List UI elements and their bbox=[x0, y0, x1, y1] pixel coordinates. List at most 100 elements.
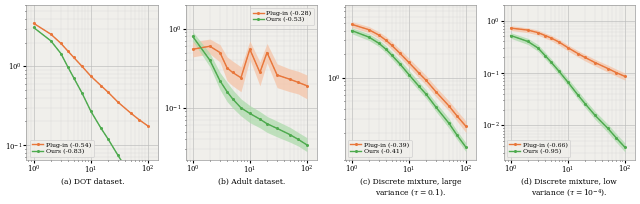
Plug-in (-0.66) bbox=[541, 34, 549, 37]
Plug-in (-0.28) bbox=[237, 76, 245, 79]
Ours (-0.95) bbox=[604, 127, 612, 130]
Ours (-0.41) bbox=[405, 73, 413, 76]
Ours (-0.83) bbox=[135, 186, 143, 189]
Plug-in (-0.66) bbox=[574, 52, 582, 55]
Plug-in (-0.28) bbox=[189, 48, 196, 50]
Ours (-0.41) bbox=[453, 134, 461, 136]
Plug-in (-0.66) bbox=[581, 56, 589, 59]
Ours (-0.53) bbox=[206, 59, 214, 61]
Plug-in (-0.39) bbox=[388, 44, 396, 47]
Plug-in (-0.28) bbox=[303, 85, 311, 87]
Plug-in (-0.39) bbox=[462, 125, 470, 128]
Plug-in (-0.66) bbox=[524, 29, 532, 31]
Ours (-0.53) bbox=[237, 107, 245, 109]
Plug-in (-0.39) bbox=[432, 91, 440, 93]
Plug-in (-0.39) bbox=[375, 34, 383, 36]
Ours (-0.41) bbox=[462, 146, 470, 149]
Ours (-0.83) bbox=[114, 154, 122, 157]
Plug-in (-0.66) bbox=[591, 61, 599, 64]
Ours (-0.95) bbox=[612, 137, 620, 139]
Ours (-0.83) bbox=[127, 174, 134, 177]
Plug-in (-0.39) bbox=[415, 72, 423, 74]
Ours (-0.53) bbox=[189, 35, 196, 38]
Ours (-0.83) bbox=[64, 66, 72, 69]
Plug-in (-0.54) bbox=[87, 75, 95, 77]
Ours (-0.53) bbox=[216, 80, 224, 82]
Ours (-0.95) bbox=[621, 146, 629, 149]
Plug-in (-0.54) bbox=[144, 125, 152, 127]
Ours (-0.41) bbox=[365, 36, 372, 38]
Plug-in (-0.28) bbox=[256, 71, 264, 74]
Legend: Plug-in (-0.39), Ours (-0.41): Plug-in (-0.39), Ours (-0.41) bbox=[348, 140, 412, 157]
Ours (-0.95) bbox=[574, 94, 582, 96]
Plug-in (-0.66) bbox=[556, 41, 563, 43]
Ours (-0.41) bbox=[396, 63, 404, 65]
X-axis label: (c) Discrete mixture, large
variance ($\tau = 0.1$).: (c) Discrete mixture, large variance ($\… bbox=[360, 178, 461, 198]
Ours (-0.83) bbox=[70, 76, 77, 79]
Plug-in (-0.54) bbox=[114, 101, 122, 103]
Plug-in (-0.39) bbox=[453, 115, 461, 117]
Plug-in (-0.39) bbox=[382, 39, 390, 42]
Ours (-0.83) bbox=[78, 92, 86, 94]
Line: Ours (-0.95): Ours (-0.95) bbox=[509, 34, 627, 149]
Ours (-0.83) bbox=[97, 127, 105, 129]
Ours (-0.95) bbox=[541, 54, 549, 57]
Plug-in (-0.66) bbox=[534, 31, 542, 34]
X-axis label: (a) DOT dataset.: (a) DOT dataset. bbox=[61, 178, 124, 186]
Ours (-0.95) bbox=[581, 102, 589, 105]
Plug-in (-0.54) bbox=[135, 119, 143, 121]
Ours (-0.41) bbox=[382, 48, 390, 51]
Plug-in (-0.28) bbox=[228, 71, 236, 74]
Ours (-0.83) bbox=[30, 26, 38, 29]
Ours (-0.83) bbox=[87, 110, 95, 112]
Line: Plug-in (-0.54): Plug-in (-0.54) bbox=[32, 22, 150, 128]
Plug-in (-0.54) bbox=[57, 42, 65, 45]
Ours (-0.53) bbox=[246, 112, 253, 115]
Ours (-0.53) bbox=[263, 123, 271, 125]
Line: Ours (-0.53): Ours (-0.53) bbox=[191, 35, 308, 146]
Line: Plug-in (-0.39): Plug-in (-0.39) bbox=[350, 23, 468, 128]
Plug-in (-0.54) bbox=[30, 22, 38, 24]
Ours (-0.53) bbox=[303, 144, 311, 146]
Plug-in (-0.39) bbox=[422, 79, 430, 82]
Ours (-0.95) bbox=[534, 47, 542, 49]
Plug-in (-0.39) bbox=[405, 61, 413, 64]
Plug-in (-0.54) bbox=[78, 65, 86, 68]
Plug-in (-0.28) bbox=[263, 51, 271, 54]
Plug-in (-0.66) bbox=[604, 67, 612, 70]
Ours (-0.41) bbox=[432, 106, 440, 109]
Ours (-0.95) bbox=[591, 114, 599, 117]
Plug-in (-0.66) bbox=[621, 75, 629, 78]
Ours (-0.53) bbox=[294, 138, 302, 141]
Legend: Plug-in (-0.28), Ours (-0.53): Plug-in (-0.28), Ours (-0.53) bbox=[250, 8, 314, 25]
Plug-in (-0.28) bbox=[294, 81, 302, 84]
Ours (-0.53) bbox=[286, 133, 294, 136]
Line: Ours (-0.83): Ours (-0.83) bbox=[32, 26, 150, 204]
Line: Plug-in (-0.66): Plug-in (-0.66) bbox=[509, 27, 627, 78]
Ours (-0.83) bbox=[47, 40, 54, 42]
Ours (-0.41) bbox=[445, 122, 452, 124]
Plug-in (-0.54) bbox=[47, 33, 54, 35]
Ours (-0.41) bbox=[422, 93, 430, 95]
Plug-in (-0.28) bbox=[246, 48, 253, 50]
Ours (-0.83) bbox=[104, 138, 112, 140]
Plug-in (-0.66) bbox=[547, 37, 554, 39]
Ours (-0.95) bbox=[547, 60, 554, 63]
Ours (-0.53) bbox=[256, 118, 264, 120]
Plug-in (-0.54) bbox=[70, 56, 77, 59]
Plug-in (-0.28) bbox=[206, 45, 214, 48]
Plug-in (-0.28) bbox=[223, 67, 231, 69]
Ours (-0.95) bbox=[507, 34, 515, 37]
Plug-in (-0.54) bbox=[64, 50, 72, 52]
Ours (-0.95) bbox=[524, 40, 532, 43]
Plug-in (-0.28) bbox=[273, 74, 281, 76]
Plug-in (-0.66) bbox=[507, 27, 515, 29]
Ours (-0.53) bbox=[273, 127, 281, 130]
Plug-in (-0.39) bbox=[445, 105, 452, 107]
Ours (-0.95) bbox=[564, 81, 572, 83]
Plug-in (-0.54) bbox=[104, 91, 112, 93]
Plug-in (-0.54) bbox=[97, 84, 105, 87]
Plug-in (-0.28) bbox=[286, 78, 294, 80]
Ours (-0.41) bbox=[388, 54, 396, 56]
Line: Ours (-0.41): Ours (-0.41) bbox=[350, 29, 468, 149]
